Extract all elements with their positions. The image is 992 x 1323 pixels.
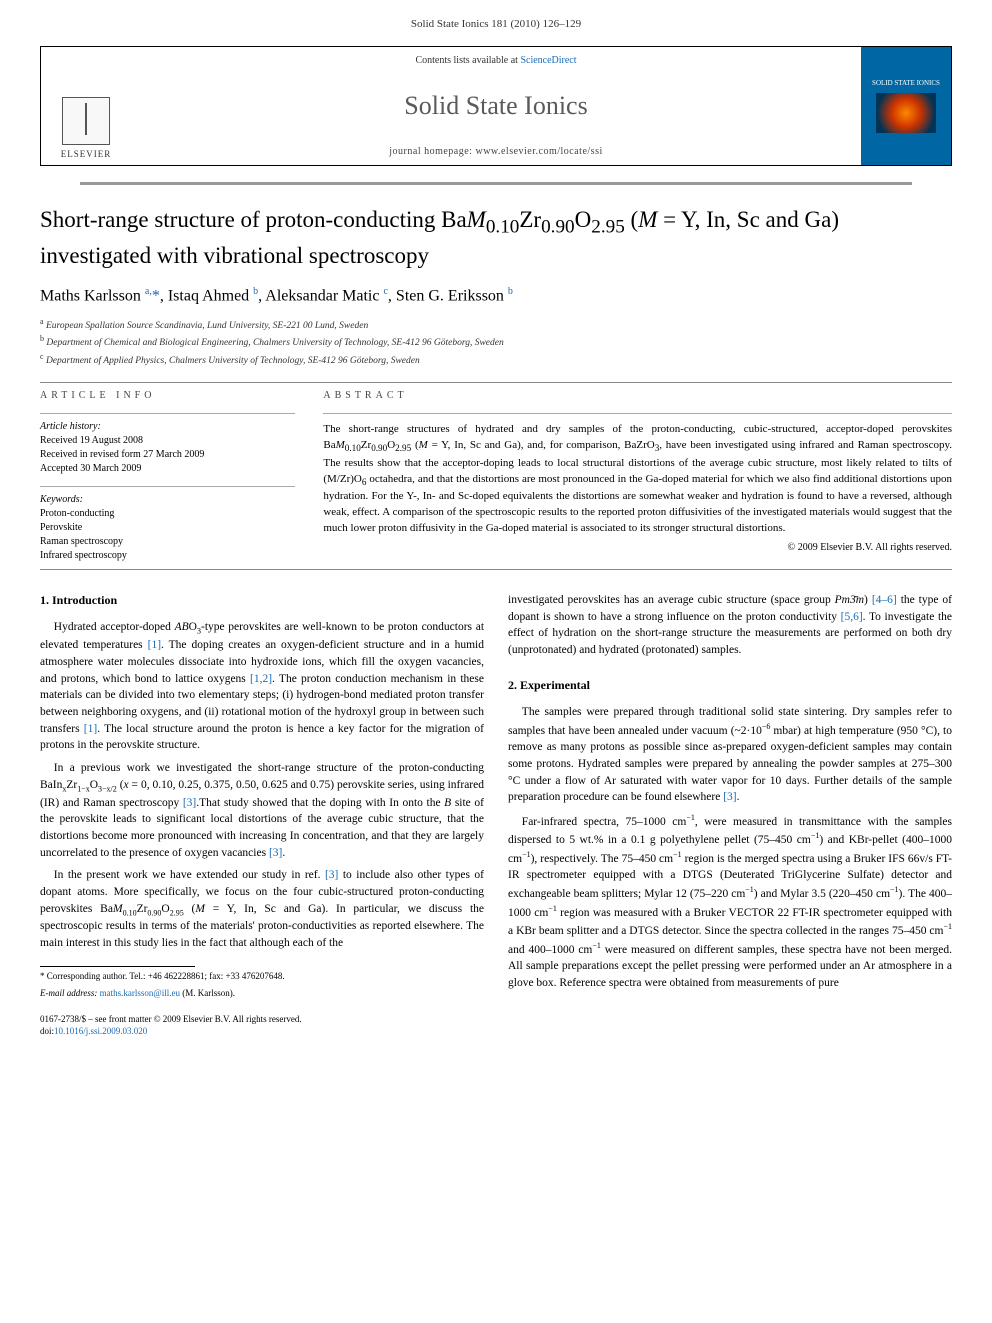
paragraph: In the present work we have extended our… <box>40 867 484 952</box>
affiliations: a European Spallation Source Scandinavia… <box>40 316 952 368</box>
contents-prefix: Contents lists available at <box>415 55 520 66</box>
body-text: 1. Introduction Hydrated acceptor-doped … <box>40 592 952 1038</box>
homepage-prefix: journal homepage: <box>389 146 475 157</box>
paragraph: In a previous work we investigated the s… <box>40 760 484 861</box>
cover-image-icon <box>876 93 936 133</box>
footer-block: 0167-2738/$ – see front matter © 2009 El… <box>40 1014 484 1037</box>
running-head: Solid State Ionics 181 (2010) 126–129 <box>0 0 992 38</box>
info-rule-bot <box>40 569 952 570</box>
elsevier-logo: ELSEVIER <box>41 47 131 165</box>
elsevier-tree-icon <box>62 97 110 145</box>
section-1-head: 1. Introduction <box>40 592 484 609</box>
paragraph: Hydrated acceptor-doped ABO3-type perovs… <box>40 619 484 754</box>
contents-line: Contents lists available at ScienceDirec… <box>131 55 861 66</box>
top-rule-thick <box>80 182 912 185</box>
front-matter-line: 0167-2738/$ – see front matter © 2009 El… <box>40 1014 484 1026</box>
journal-cover-thumb: SOLID STATE IONICS <box>861 47 951 165</box>
email-who: (M. Karlsson). <box>180 988 235 998</box>
affiliation: c Department of Applied Physics, Chalmer… <box>40 351 952 368</box>
abstract-text: The short-range structures of hydrated a… <box>323 422 952 537</box>
affiliation: a European Spallation Source Scandinavia… <box>40 316 952 333</box>
history-head: Article history: <box>40 420 295 434</box>
journal-center: Contents lists available at ScienceDirec… <box>131 47 861 165</box>
history-item: Received 19 August 2008 <box>40 434 295 448</box>
history-item: Received in revised form 27 March 2009 <box>40 448 295 462</box>
email-line: E-mail address: maths.karlsson@ill.eu (M… <box>40 988 484 1000</box>
keyword: Infrared spectroscopy <box>40 549 295 563</box>
corresponding-author: * Corresponding author. Tel.: +46 462228… <box>40 971 484 983</box>
abstract-head: ABSTRACT <box>323 389 952 404</box>
authors: Maths Karlsson a,*, Istaq Ahmed b, Aleks… <box>40 286 952 305</box>
article-info-head: ARTICLE INFO <box>40 389 295 403</box>
article-title: Short-range structure of proton-conducti… <box>40 205 952 270</box>
keyword: Proton-conducting <box>40 507 295 521</box>
sciencedirect-link[interactable]: ScienceDirect <box>520 55 576 66</box>
info-rule-top <box>40 382 952 383</box>
keyword: Perovskite <box>40 521 295 535</box>
footnote-rule <box>40 966 195 967</box>
email-link[interactable]: maths.karlsson@ill.eu <box>100 988 180 998</box>
info-abstract-row: ARTICLE INFO Article history: Received 1… <box>40 389 952 563</box>
email-label: E-mail address: <box>40 988 97 998</box>
abstract: ABSTRACT The short-range structures of h… <box>323 389 952 563</box>
history-item: Accepted 30 March 2009 <box>40 462 295 476</box>
affiliation: b Department of Chemical and Biological … <box>40 333 952 350</box>
paragraph-continuation: investigated perovskites has an average … <box>508 592 952 659</box>
article: Short-range structure of proton-conducti… <box>0 182 992 1038</box>
journal-header-box: ELSEVIER Contents lists available at Sci… <box>40 46 952 166</box>
homepage-line: journal homepage: www.elsevier.com/locat… <box>131 146 861 157</box>
keyword: Raman spectroscopy <box>40 535 295 549</box>
article-info: ARTICLE INFO Article history: Received 1… <box>40 389 295 563</box>
elsevier-name: ELSEVIER <box>61 149 112 159</box>
abstract-copyright: © 2009 Elsevier B.V. All rights reserved… <box>323 541 952 556</box>
paragraph: Far-infrared spectra, 75–1000 cm−1, were… <box>508 812 952 992</box>
keywords-head: Keywords: <box>40 493 295 507</box>
paragraph: The samples were prepared through tradit… <box>508 704 952 806</box>
doi-line: doi:10.1016/j.ssi.2009.03.020 <box>40 1026 484 1038</box>
cover-title: SOLID STATE IONICS <box>872 79 940 87</box>
homepage-url: www.elsevier.com/locate/ssi <box>475 146 602 157</box>
section-2-head: 2. Experimental <box>508 677 952 694</box>
journal-name: Solid State Ionics <box>131 91 861 121</box>
doi-link[interactable]: 10.1016/j.ssi.2009.03.020 <box>54 1026 147 1036</box>
